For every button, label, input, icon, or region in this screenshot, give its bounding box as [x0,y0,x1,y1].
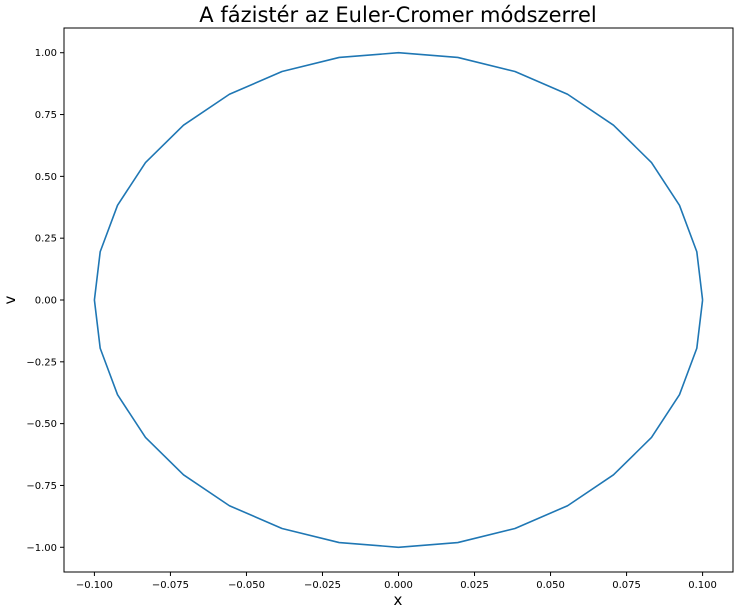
series-line-0 [93,51,704,549]
y-axis-label: v [1,295,19,304]
x-tick-label: −0.025 [304,580,341,591]
y-axis: 1.00 0.75 0.50 0.25 0.00 −0.25 −0.50 −0.75 −1.00 [26,48,64,554]
y-tick-label: −0.75 [26,481,57,492]
y-tick-label: −0.25 [26,357,57,368]
chart-title: A fázistér az Euler-Cromer módszerrel [199,3,596,27]
x-tick-label: 0.025 [460,580,489,591]
y-tick-label: −1.00 [26,543,57,554]
x-tick-label: 0.050 [536,580,565,591]
x-tick-label: −0.100 [76,580,113,591]
x-tick-label: −0.050 [228,580,265,591]
y-tick-label: 0.50 [35,172,57,183]
x-tick-label: 0.000 [384,580,413,591]
y-tick-label: 0.75 [35,110,57,121]
x-tick-label: −0.075 [152,580,189,591]
axes-frame [63,27,734,573]
y-tick-label: 1.00 [35,48,57,59]
y-tick-label: −0.50 [26,419,57,430]
x-axis-label: x [394,591,403,609]
x-axis: −0.100 −0.075 −0.050 −0.025 0.000 0.025 0.050 0… [76,572,717,591]
y-tick-label: 0.25 [35,234,57,245]
x-tick-label: 0.100 [688,580,717,591]
x-tick-label: 0.075 [612,580,641,591]
y-tick-label: 0.00 [35,296,57,307]
plot-area [93,51,704,549]
